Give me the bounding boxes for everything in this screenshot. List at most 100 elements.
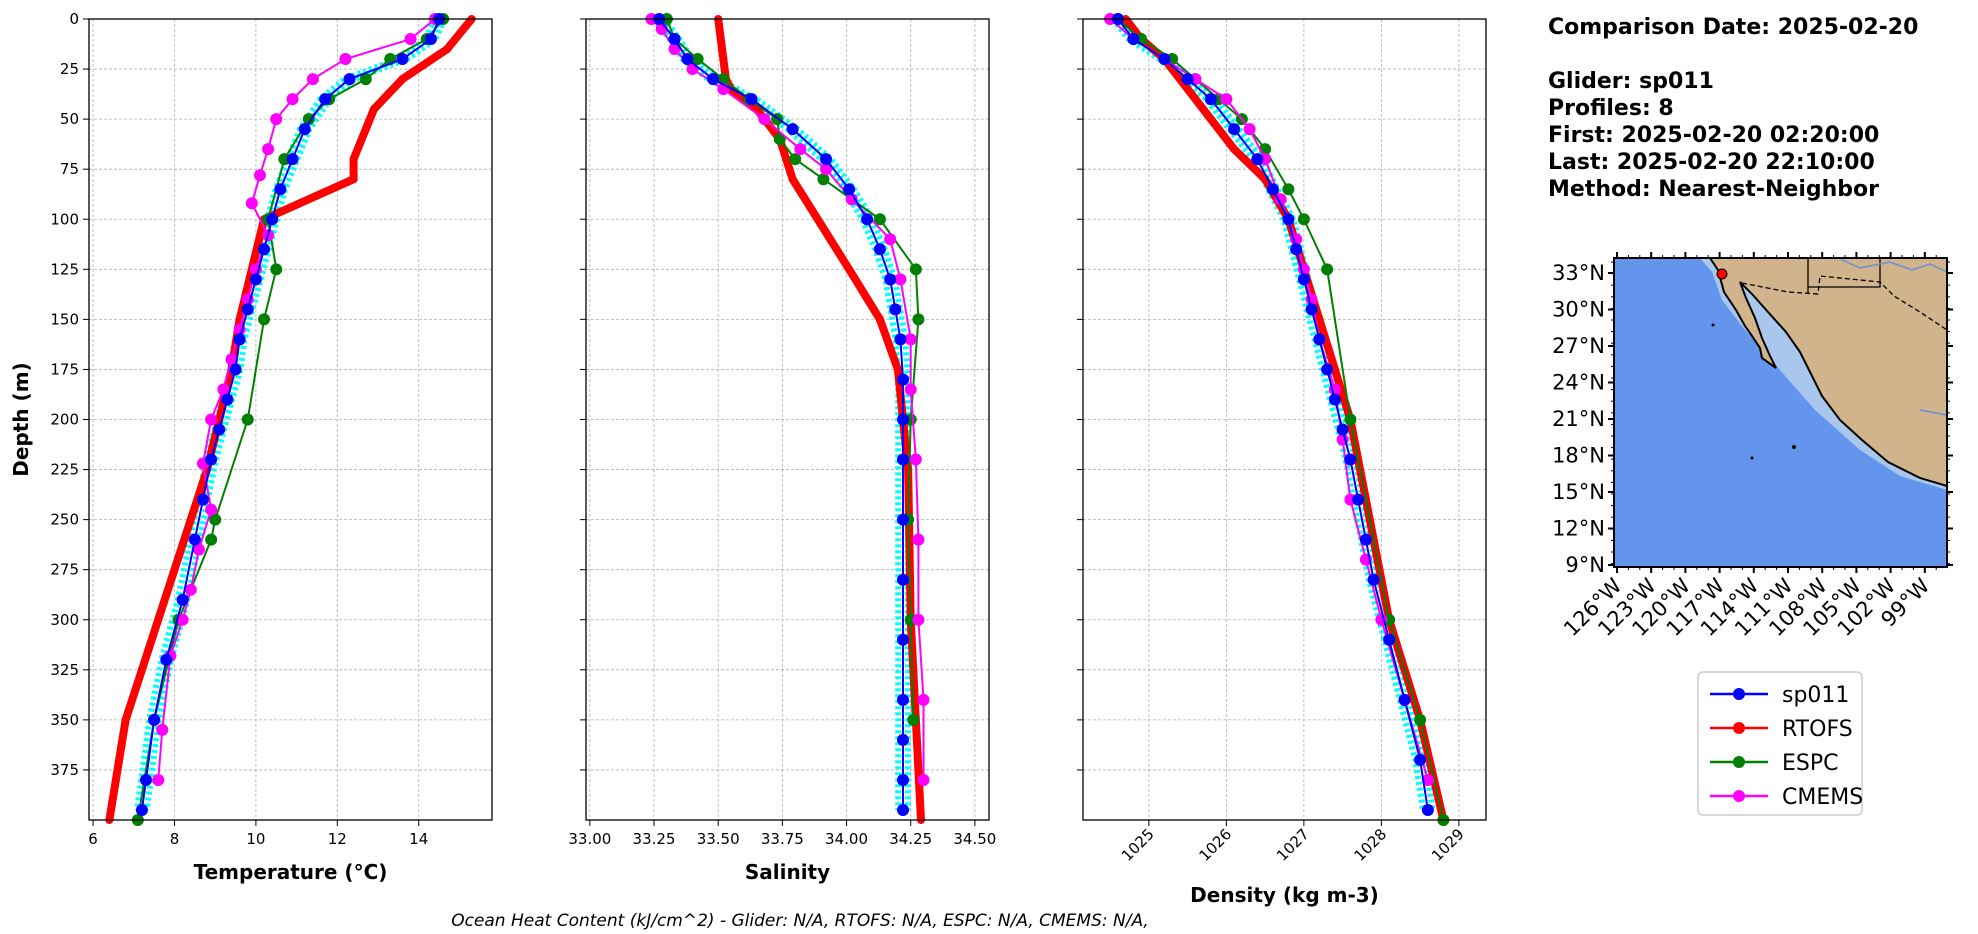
data-point-sp011 xyxy=(1204,93,1217,106)
glider-profile-spread xyxy=(1110,17,1436,811)
data-point-cmems xyxy=(917,693,930,706)
series-line-cmems xyxy=(1109,18,1429,781)
map-lat-label: 30°N xyxy=(1552,298,1605,322)
data-point-sp011 xyxy=(298,123,311,136)
legend-swatch-marker xyxy=(1733,790,1745,802)
map-lat-label: 27°N xyxy=(1552,334,1605,358)
y-tick-label: 225 xyxy=(50,461,79,479)
data-point-rtofs xyxy=(875,315,884,324)
data-point-sp011 xyxy=(221,393,234,406)
data-point-rtofs xyxy=(904,465,913,474)
data-point-sp011 xyxy=(213,423,226,436)
data-point-espc xyxy=(209,513,222,526)
data-point-sp011 xyxy=(1336,423,1349,436)
comparison-date: Comparison Date: 2025-02-20 xyxy=(1548,15,1919,40)
data-point-sp011 xyxy=(188,533,201,546)
data-point-cmems xyxy=(894,273,907,286)
data-point-cmems xyxy=(205,413,218,426)
data-point-sp011 xyxy=(1344,453,1357,466)
y-tick-label: 325 xyxy=(50,661,79,679)
data-point-sp011 xyxy=(205,453,218,466)
data-point-cmems xyxy=(205,503,218,516)
data-point-sp011 xyxy=(233,333,246,346)
data-point-espc xyxy=(241,413,254,426)
data-point-espc xyxy=(691,53,704,66)
y-tick-label: 350 xyxy=(50,711,79,729)
series-line-cmems xyxy=(157,18,436,781)
data-point-cmems xyxy=(404,33,417,46)
map-lat-label: 24°N xyxy=(1552,371,1605,395)
data-point-rtofs xyxy=(369,105,378,114)
data-point-cmems xyxy=(820,163,833,176)
data-point-rtofs xyxy=(893,365,902,374)
data-point-sp011 xyxy=(1383,633,1396,646)
data-point-sp011 xyxy=(424,33,437,46)
series-line-cmems xyxy=(650,18,925,780)
y-tick-label: 275 xyxy=(50,561,79,579)
data-point-rtofs xyxy=(1315,315,1324,324)
data-point-espc xyxy=(258,313,271,326)
map-lat-label: 33°N xyxy=(1552,261,1605,285)
x-tick-label: 1026 xyxy=(1195,825,1235,865)
data-point-espc xyxy=(359,73,372,86)
data-point-espc xyxy=(912,313,925,326)
data-point-sp011 xyxy=(160,653,173,666)
data-point-cmems xyxy=(176,613,189,626)
first-time: First: 2025-02-20 02:20:00 xyxy=(1548,123,1880,148)
data-point-sp011 xyxy=(196,493,209,506)
series-sp011 xyxy=(653,13,910,816)
data-point-rtofs xyxy=(845,265,854,274)
x-tick-label: 34.25 xyxy=(889,830,932,848)
data-point-espc xyxy=(1344,413,1357,426)
data-point-espc xyxy=(789,153,802,166)
legend-label: CMEMS xyxy=(1782,785,1863,810)
map-land xyxy=(1708,258,1947,488)
data-point-cmems xyxy=(306,73,319,86)
data-point-sp011 xyxy=(1414,753,1427,766)
y-tick-label: 200 xyxy=(50,411,79,429)
x-axis-label: Temperature (°C) xyxy=(194,860,388,884)
data-point-sp011 xyxy=(668,33,681,46)
legend-swatch-marker xyxy=(1733,722,1745,734)
data-point-sp011 xyxy=(1228,123,1241,136)
y-tick-label: 175 xyxy=(50,360,79,378)
series-sp011 xyxy=(1111,13,1434,816)
data-point-sp011 xyxy=(148,713,161,726)
data-point-rtofs xyxy=(1183,85,1192,94)
glider-spread-line xyxy=(1120,17,1436,811)
data-point-cmems xyxy=(1220,93,1233,106)
data-point-rtofs xyxy=(137,665,146,674)
data-point-cmems xyxy=(192,543,205,556)
glider-spread-line xyxy=(143,17,447,811)
x-tick-label: 1029 xyxy=(1428,825,1468,865)
data-point-sp011 xyxy=(1321,363,1334,376)
x-tick-label: 34.00 xyxy=(825,830,868,848)
map-border xyxy=(1807,258,1881,294)
data-point-sp011 xyxy=(897,773,910,786)
data-point-espc xyxy=(1282,183,1295,196)
data-point-rtofs xyxy=(121,715,130,724)
info-panel: Comparison Date: 2025-02-20 Glider: sp01… xyxy=(1548,14,1968,203)
data-point-sp011 xyxy=(897,693,910,706)
y-tick-label: 375 xyxy=(50,761,79,779)
y-tick-label: 150 xyxy=(50,310,79,328)
data-point-sp011 xyxy=(1158,53,1171,66)
profile-panel-1: 6 8 10 12 14 0 25 50 75 100 125 150 175 200 225 250 275 3… xyxy=(9,10,493,884)
legend-label: RTOFS xyxy=(1782,717,1853,742)
data-point-sp011 xyxy=(1313,333,1326,346)
data-point-sp011 xyxy=(843,183,856,196)
map-lat-label: 18°N xyxy=(1552,444,1605,468)
data-point-cmems xyxy=(917,773,930,786)
x-tick-label: 8 xyxy=(170,830,180,848)
data-point-espc xyxy=(1297,213,1310,226)
data-point-sp011 xyxy=(873,243,886,256)
glider-position-marker xyxy=(1716,268,1728,280)
data-point-sp011 xyxy=(135,803,148,816)
data-point-sp011 xyxy=(1266,183,1279,196)
y-tick-label: 300 xyxy=(50,611,79,629)
data-point-sp011 xyxy=(707,73,720,86)
data-point-sp011 xyxy=(1328,393,1341,406)
x-tick-label: 1027 xyxy=(1273,825,1313,865)
map-river xyxy=(1837,258,1947,273)
